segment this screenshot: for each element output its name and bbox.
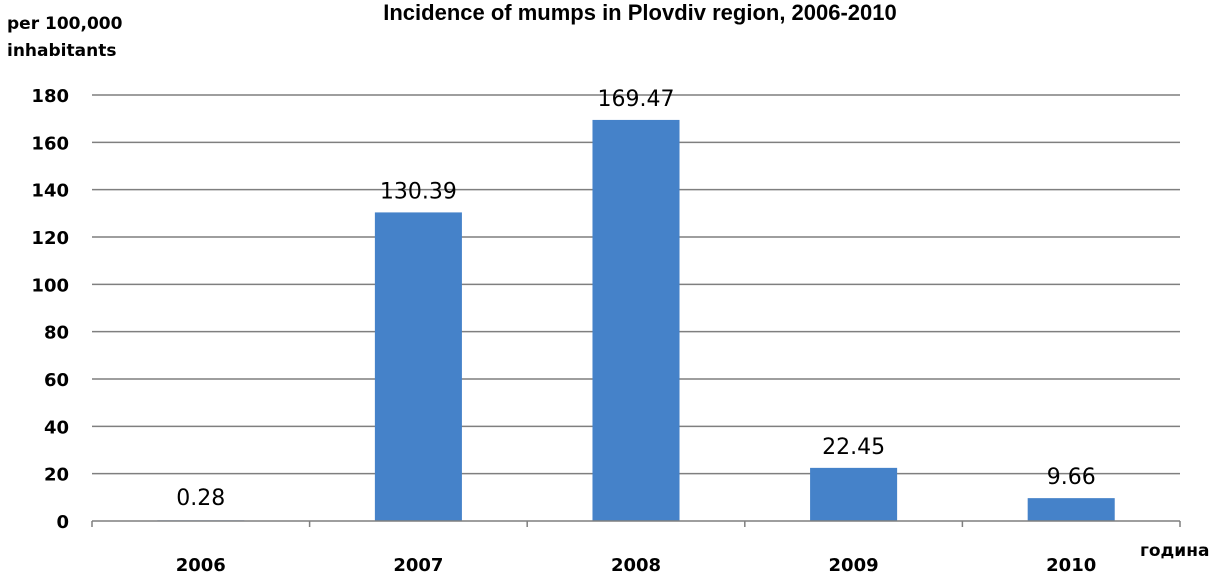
data-labels: 0.28 130.39 169.47 22.45 9.66 bbox=[176, 87, 1095, 511]
data-label-2007: 130.39 bbox=[380, 179, 457, 204]
chart-title: Incidence of mumps in Plovdiv region, 20… bbox=[383, 0, 897, 25]
data-label-2006: 0.28 bbox=[176, 486, 225, 511]
bar-2008 bbox=[592, 119, 680, 522]
bars bbox=[157, 119, 1115, 522]
x-tick-label-2007: 2007 bbox=[393, 555, 443, 576]
bar-2007 bbox=[374, 212, 462, 521]
y-tick-label: 180 bbox=[31, 86, 69, 107]
bar-2009 bbox=[810, 467, 898, 521]
y-tick-labels: 0 20 40 60 80 100 120 140 160 180 bbox=[31, 86, 69, 533]
x-tick-label-2008: 2008 bbox=[611, 555, 661, 576]
x-tick-label-2006: 2006 bbox=[176, 555, 226, 576]
y-tick-label: 60 bbox=[44, 370, 69, 391]
y-tick-label: 160 bbox=[31, 133, 69, 154]
data-label-2010: 9.66 bbox=[1047, 465, 1096, 490]
x-tick-labels: 2006 2007 2008 2009 2010 bbox=[176, 555, 1097, 576]
y-tick-label: 80 bbox=[44, 323, 69, 344]
data-label-2008: 169.47 bbox=[598, 87, 675, 112]
y-tick-label: 0 bbox=[56, 512, 69, 533]
x-tick-label-2009: 2009 bbox=[829, 555, 879, 576]
y-tick-label: 40 bbox=[44, 417, 69, 438]
y-axis-label-line-2: inhabitants bbox=[7, 41, 116, 61]
y-tick-label: 120 bbox=[31, 228, 69, 249]
x-axis-label: година bbox=[1140, 541, 1209, 561]
x-tick-marks bbox=[91, 521, 1181, 527]
bar-2010 bbox=[1027, 498, 1115, 521]
x-tick-label-2010: 2010 bbox=[1046, 555, 1096, 576]
y-tick-label: 20 bbox=[44, 465, 69, 486]
y-tick-label: 100 bbox=[31, 275, 69, 296]
data-label-2009: 22.45 bbox=[822, 435, 885, 460]
y-tick-label: 140 bbox=[31, 181, 69, 202]
y-axis-label-line-1: per 100,000 bbox=[7, 14, 123, 34]
